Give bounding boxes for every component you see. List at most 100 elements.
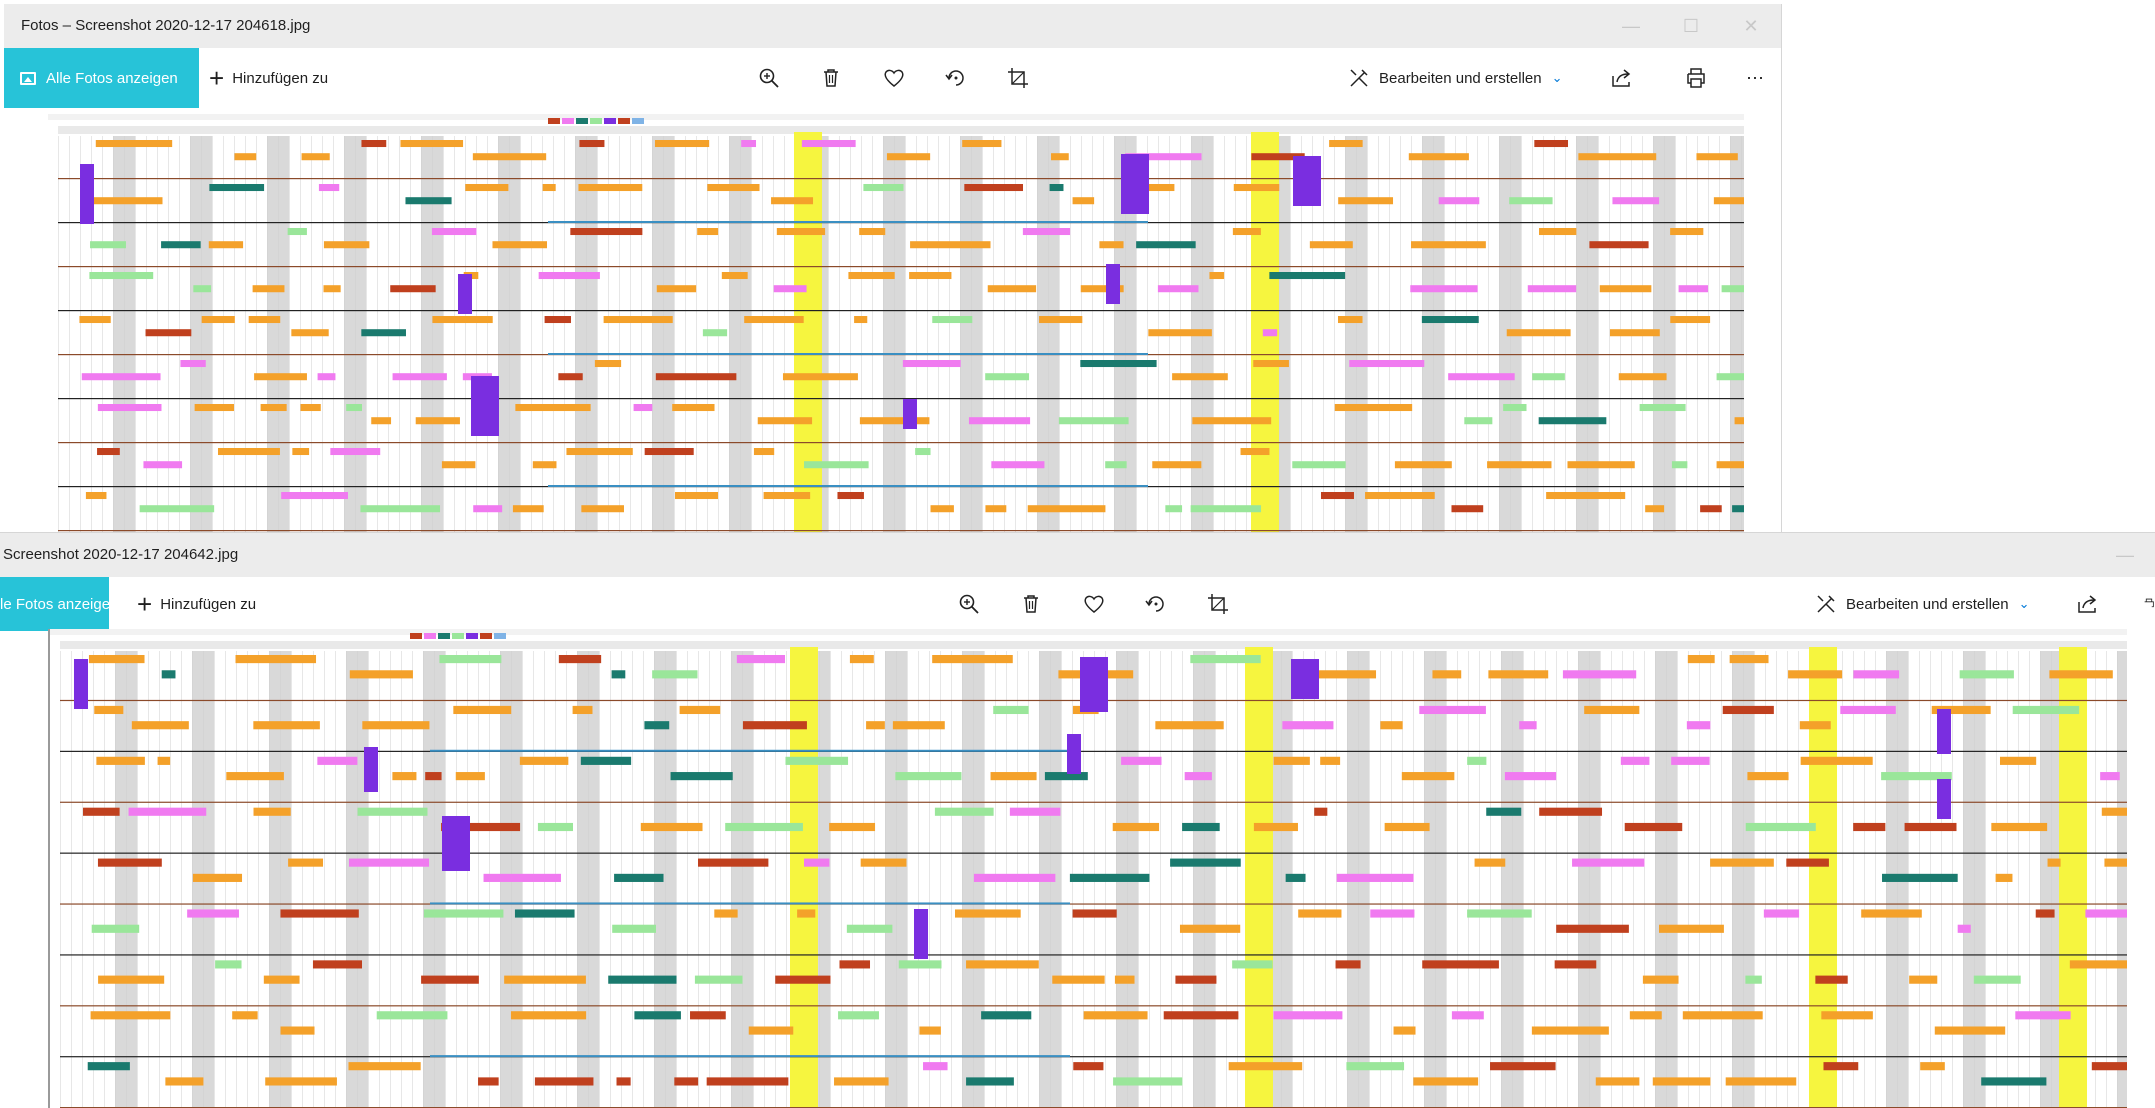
see-all-photos-button[interactable]: Alle Fotos anzeigen <box>4 48 199 108</box>
grid-line <box>289 136 290 532</box>
edit-create-button[interactable]: Bearbeiten und erstellen ⌄ <box>1348 48 1563 108</box>
purple-task-block <box>1937 779 1951 819</box>
title-bar[interactable]: Screenshot 2020-12-17 204642.jpg — <box>0 533 2155 577</box>
task-bar <box>1273 1011 1343 1020</box>
grid-line <box>1070 136 1071 532</box>
delete-button[interactable] <box>814 48 848 108</box>
edit-create-label: Bearbeiten und erstellen <box>1379 69 1542 87</box>
task-bar <box>1051 153 1069 161</box>
task-bar <box>1763 909 1800 918</box>
task-bar <box>288 858 324 867</box>
task-bar <box>934 807 994 816</box>
task-bar <box>1981 1077 2047 1086</box>
task-bar <box>1338 197 1394 205</box>
task-bar <box>439 655 502 664</box>
weekend-column <box>1050 651 1061 1108</box>
minimize-icon[interactable]: — <box>2116 544 2134 565</box>
row-separator <box>60 903 2127 905</box>
zoom-button[interactable] <box>752 48 786 108</box>
task-bar <box>478 1077 499 1086</box>
task-bar <box>968 417 1031 425</box>
maximize-icon[interactable]: ☐ <box>1682 15 1700 36</box>
legend-swatch <box>438 633 450 639</box>
task-bar <box>1413 1077 1479 1086</box>
task-bar <box>923 1062 948 1071</box>
task-bar <box>87 1062 130 1071</box>
grid-line <box>905 136 906 532</box>
task-bar <box>1314 807 1328 816</box>
grid-line <box>1578 651 1579 1108</box>
grid-line <box>115 651 116 1108</box>
favorite-button[interactable] <box>877 48 911 108</box>
task-bar <box>431 228 477 236</box>
task-bar <box>1175 975 1217 984</box>
weekend-column <box>201 136 212 532</box>
grid-line <box>126 651 127 1108</box>
print-button[interactable] <box>2143 577 2155 631</box>
grid-line <box>465 136 466 532</box>
crop-button[interactable] <box>1001 48 1035 108</box>
task-bar <box>2104 858 2127 867</box>
grid-line <box>1312 136 1313 532</box>
add-to-button[interactable]: + Hinzufügen zu <box>137 577 256 631</box>
grid-line <box>1345 136 1346 532</box>
task-bar <box>193 285 212 293</box>
add-to-button[interactable]: + Hinzufügen zu <box>209 48 328 108</box>
photo-toolbar: le Fotos anzeigen + Hinzufügen zu Bearbe… <box>0 577 2155 631</box>
edit-create-icon <box>1350 69 1368 87</box>
task-bar <box>1451 1011 1484 1020</box>
task-bar <box>1700 505 1722 513</box>
weekend-column <box>586 136 597 532</box>
task-bar <box>1172 373 1228 381</box>
favorite-button[interactable] <box>1077 577 1111 631</box>
delete-button[interactable] <box>1014 577 1048 631</box>
grid-line <box>256 136 257 532</box>
more-button[interactable]: ⋯ <box>1738 48 1772 108</box>
weekend-column <box>355 136 366 532</box>
share-icon <box>1612 69 1631 87</box>
task-bar <box>742 721 807 730</box>
task-bar <box>1799 721 1831 730</box>
task-bar <box>292 448 310 456</box>
rotate-button[interactable] <box>939 48 973 108</box>
task-bar <box>1504 772 1557 781</box>
task-bar <box>1584 705 1640 715</box>
share-button[interactable] <box>2071 577 2105 631</box>
zoom-button[interactable] <box>952 577 986 631</box>
task-bar <box>859 228 886 236</box>
task-bar <box>702 329 728 337</box>
grid-line <box>1237 651 1238 1108</box>
task-bar <box>432 316 493 324</box>
photo-canvas[interactable] <box>48 629 2127 1108</box>
title-bar[interactable]: Fotos – Screenshot 2020-12-17 204618.jpg… <box>4 4 1781 48</box>
grid-line <box>1455 136 1456 532</box>
edit-create-button[interactable]: Bearbeiten und erstellen ⌄ <box>1815 577 2030 631</box>
grid-line <box>368 651 369 1108</box>
minimize-icon[interactable]: — <box>1622 15 1640 36</box>
task-bar <box>721 272 748 280</box>
grid-line <box>1567 651 1568 1108</box>
close-icon[interactable]: ✕ <box>1743 15 1759 36</box>
task-bar <box>895 772 962 781</box>
weekend-column <box>498 136 509 532</box>
task-bar <box>985 505 1007 513</box>
print-button[interactable] <box>1679 48 1713 108</box>
grid-line <box>1600 651 1601 1108</box>
task-bar <box>860 858 907 867</box>
grid-line <box>91 136 92 532</box>
grid-line <box>1710 651 1711 1108</box>
task-bar <box>348 1062 421 1071</box>
task-bar <box>1671 756 1710 765</box>
photo-canvas[interactable] <box>48 114 1744 532</box>
task-bar <box>145 329 192 337</box>
crop-button[interactable] <box>1201 577 1235 631</box>
share-button[interactable] <box>1605 48 1639 108</box>
task-bar <box>2100 772 2120 781</box>
grid-line <box>1633 651 1634 1108</box>
see-all-photos-button[interactable]: le Fotos anzeigen <box>0 577 118 631</box>
task-bar <box>1973 975 2021 984</box>
task-bar <box>1273 756 1310 765</box>
task-bar <box>263 975 300 984</box>
rotate-button[interactable] <box>1139 577 1173 631</box>
grid-line <box>1699 651 1700 1108</box>
